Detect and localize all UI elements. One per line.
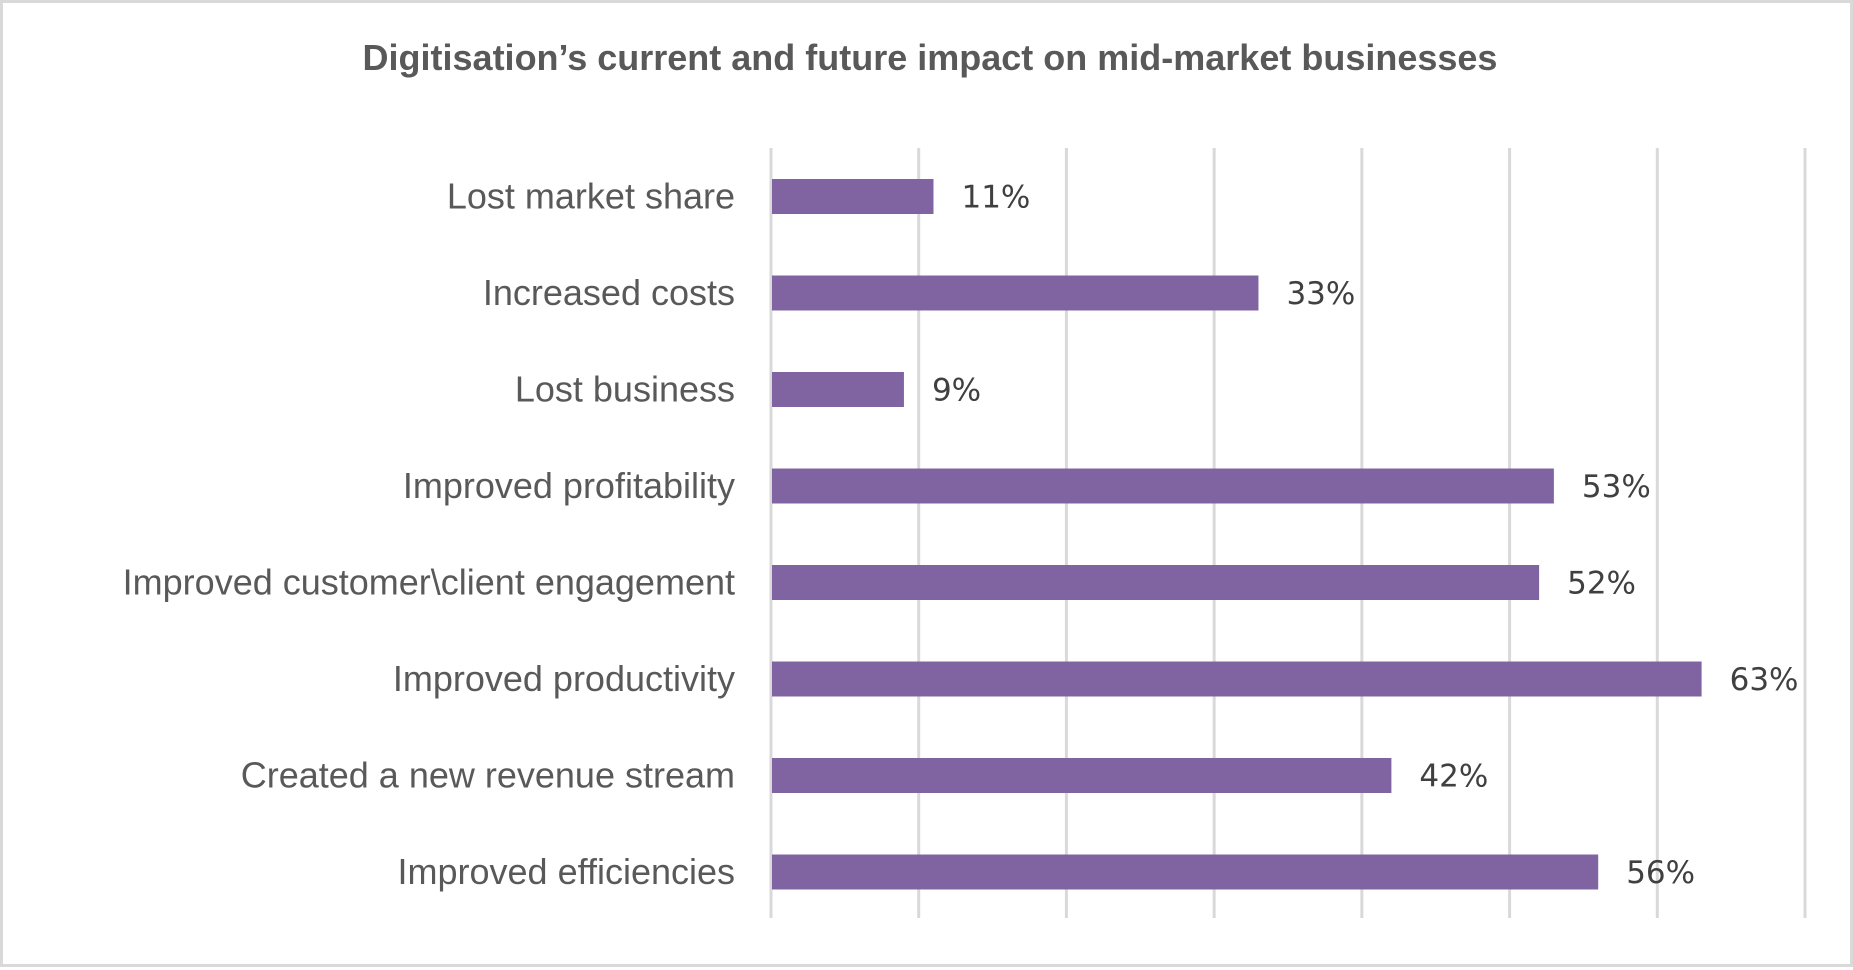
gridlines bbox=[769, 148, 1807, 918]
category-label: Created a new revenue stream bbox=[241, 755, 735, 796]
bar bbox=[772, 758, 1392, 793]
data-label: 9% bbox=[932, 373, 981, 409]
bar bbox=[772, 661, 1702, 697]
bar bbox=[772, 468, 1554, 504]
bar bbox=[772, 275, 1259, 311]
category-label: Lost business bbox=[515, 369, 735, 410]
data-label: 42% bbox=[1419, 759, 1488, 795]
bar-chart: Digitisation’s current and future impact… bbox=[123, 37, 1807, 918]
bar bbox=[772, 854, 1599, 890]
category-label: Improved profitability bbox=[403, 465, 735, 506]
data-label: 56% bbox=[1626, 855, 1695, 891]
data-label: 11% bbox=[961, 180, 1030, 216]
category-label: Lost market share bbox=[447, 176, 735, 217]
bar bbox=[772, 179, 934, 214]
bars bbox=[772, 179, 1702, 890]
category-label: Improved customer\client engagement bbox=[123, 562, 735, 603]
chart-title: Digitisation’s current and future impact… bbox=[363, 37, 1498, 78]
category-labels: Lost market share Increased costs Lost bus… bbox=[123, 176, 735, 893]
category-label: Improved productivity bbox=[393, 658, 735, 699]
data-label: 63% bbox=[1730, 662, 1799, 698]
category-label: Improved efficiencies bbox=[398, 851, 736, 892]
bar bbox=[772, 565, 1540, 600]
bar bbox=[772, 372, 904, 407]
category-label: Increased costs bbox=[483, 272, 735, 313]
data-label: 52% bbox=[1567, 566, 1636, 602]
data-label: 53% bbox=[1582, 469, 1651, 505]
data-label: 33% bbox=[1286, 276, 1355, 312]
data-labels: 11% 33% 9% 53% 52% 63% 42% 56% bbox=[932, 180, 1799, 892]
